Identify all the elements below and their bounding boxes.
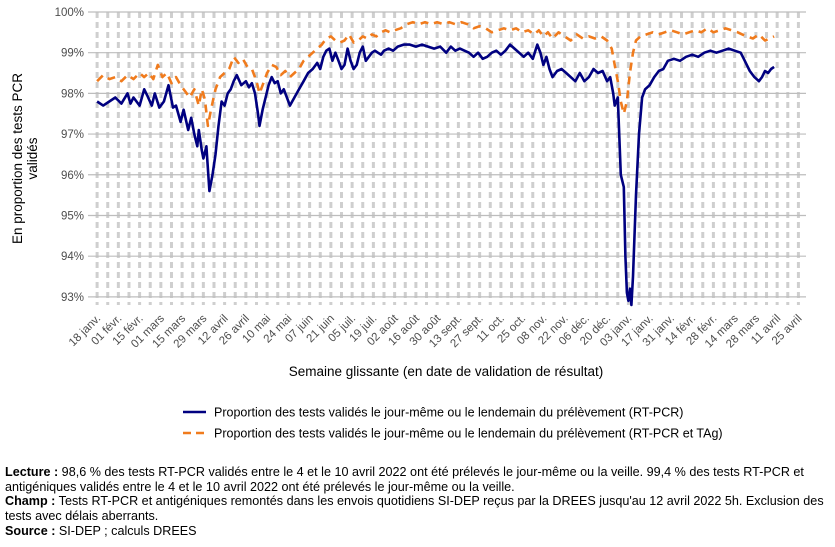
y-tick-label: 99%: [61, 48, 84, 60]
lecture-note: Lecture : 98,6 % des tests RT-PCR validé…: [5, 465, 830, 494]
y-axis-ticks: 93% 94% 95% 96% 97% 98% 99% 100%: [55, 7, 84, 304]
y-tick-label: 98%: [61, 88, 84, 100]
chart-notes: Lecture : 98,6 % des tests RT-PCR validé…: [5, 465, 830, 539]
y-axis-label-line: validés: [25, 137, 40, 179]
y-tick-label: 94%: [61, 251, 84, 263]
y-tick-label: 100%: [55, 7, 84, 19]
y-tick-label: 95%: [61, 210, 84, 222]
lecture-text: 98,6 % des tests RT-PCR validés entre le…: [5, 465, 804, 494]
source-label: Source :: [5, 523, 56, 538]
line-chart: 93% 94% 95% 96% 97% 98% 99% 100% 18 janv.01 fév…: [10, 7, 806, 441]
y-axis-label-line: En proportion des tests PCR: [10, 73, 25, 244]
series-line-rtpcr-tag: [96, 20, 775, 128]
chart-grid: [88, 11, 806, 305]
champ-label: Champ :: [5, 494, 56, 509]
y-tick-label: 97%: [61, 129, 84, 141]
legend-label: Proportion des tests validés le jour-mêm…: [214, 427, 723, 441]
y-tick-label: 96%: [61, 170, 84, 182]
y-axis-label: En proportion des tests PCRvalidés: [10, 73, 40, 244]
chart-series: [96, 20, 775, 307]
legend: Proportion des tests validés le jour-mêm…: [183, 406, 723, 441]
series-line-rtpcr: [96, 43, 775, 307]
lecture-label: Lecture :: [5, 465, 59, 479]
source-note: Source : SI-DEP ; calculs DREES: [5, 524, 830, 539]
y-tick-label: 93%: [61, 292, 84, 304]
x-axis-label: Semaine glissante (en date de validation…: [289, 364, 603, 379]
champ-note: Champ : Tests RT-PCR et antigéniques rem…: [5, 494, 830, 523]
source-text: SI-DEP ; calculs DREES: [55, 523, 197, 538]
champ-text: Tests RT-PCR et antigéniques remontés da…: [5, 494, 824, 524]
legend-label: Proportion des tests validés le jour-mêm…: [214, 406, 683, 420]
